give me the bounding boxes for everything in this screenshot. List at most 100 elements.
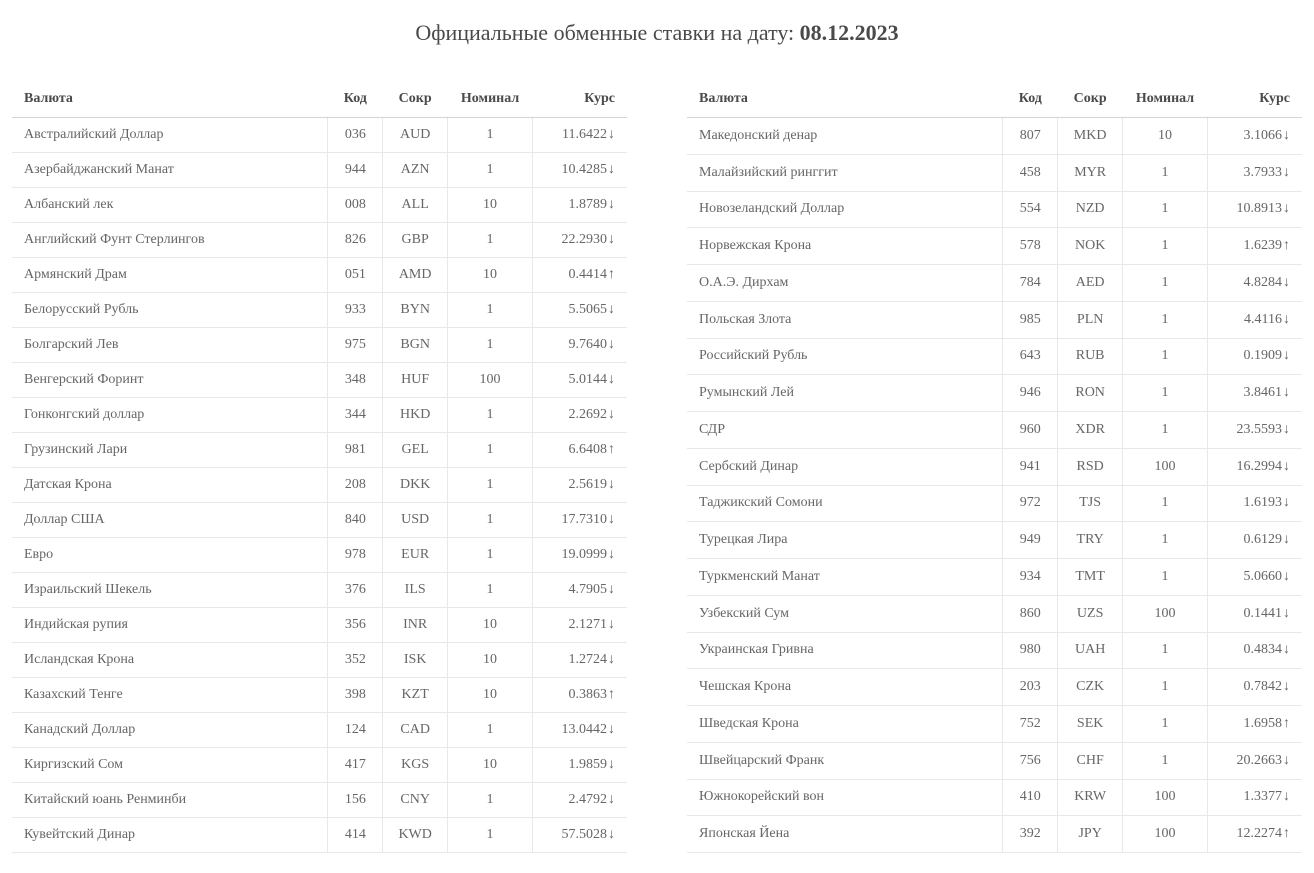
table-row: Турецкая Лира949TRY10.6129↓ [687,522,1302,559]
cell-currency: Датская Крона [12,468,328,503]
cell-nominal: 1 [448,818,533,853]
table-row: Венгерский Форинт348HUF1005.0144↓ [12,363,627,398]
cell-rate: 5.0660↓ [1208,559,1303,596]
cell-abbr: RSD [1058,448,1123,485]
arrow-down-icon: ↓ [608,582,615,598]
cell-currency: Белорусский Рубль [12,293,328,328]
cell-abbr: CNY [383,783,448,818]
arrow-down-icon: ↓ [1283,569,1290,585]
cell-abbr: CHF [1058,742,1123,779]
cell-nominal: 100 [1123,816,1208,853]
cell-currency: Казахский Тенге [12,678,328,713]
cell-currency: Австралийский Доллар [12,118,328,153]
cell-currency: Японская Йена [687,816,1003,853]
table-row: Кувейтский Динар414KWD157.5028↓ [12,818,627,853]
cell-code: 643 [1003,338,1058,375]
table-row: Датская Крона208DKK12.5619↓ [12,468,627,503]
cell-abbr: KGS [383,748,448,783]
cell-rate: 11.6422↓ [533,118,627,153]
cell-currency: Узбекский Сум [687,595,1003,632]
cell-code: 985 [1003,301,1058,338]
cell-nominal: 10 [448,643,533,678]
arrow-down-icon: ↓ [1283,165,1290,181]
cell-rate: 1.6239↑ [1208,228,1303,265]
arrow-down-icon: ↓ [608,302,615,318]
cell-currency: Норвежская Крона [687,228,1003,265]
cell-rate: 23.5593↓ [1208,412,1303,449]
cell-rate: 1.6958↑ [1208,706,1303,743]
cell-currency: Украинская Гривна [687,632,1003,669]
header-nominal: Номинал [1123,81,1208,118]
cell-rate: 1.9859↓ [533,748,627,783]
cell-rate: 10.8913↓ [1208,191,1303,228]
cell-nominal: 10 [448,188,533,223]
arrow-up-icon: ↑ [608,442,615,458]
cell-code: 975 [328,328,383,363]
arrow-down-icon: ↓ [1283,128,1290,144]
table-row: Албанский лек008ALL101.8789↓ [12,188,627,223]
cell-rate: 1.3377↓ [1208,779,1303,816]
arrow-down-icon: ↓ [608,722,615,738]
arrow-down-icon: ↓ [1283,459,1290,475]
cell-rate: 5.5065↓ [533,293,627,328]
arrow-up-icon: ↑ [608,687,615,703]
header-abbr: Сокр [1058,81,1123,118]
cell-nominal: 1 [448,293,533,328]
cell-rate: 0.3863↑ [533,678,627,713]
arrow-down-icon: ↓ [1283,753,1290,769]
rates-table-left: Валюта Код Сокр Номинал Курс Австралийск… [12,81,627,853]
cell-code: 860 [1003,595,1058,632]
cell-currency: Румынский Лей [687,375,1003,412]
title-date: 08.12.2023 [800,20,899,45]
arrow-down-icon: ↓ [608,197,615,213]
table-body-left: Австралийский Доллар036AUD111.6422↓Азерб… [12,118,627,853]
table-row: Гонконгский доллар344HKD12.2692↓ [12,398,627,433]
cell-currency: Грузинский Лари [12,433,328,468]
arrow-down-icon: ↓ [1283,642,1290,658]
arrow-down-icon: ↓ [1283,201,1290,217]
cell-rate: 9.7640↓ [533,328,627,363]
cell-currency: Китайский юань Ренминби [12,783,328,818]
cell-nominal: 1 [448,713,533,748]
cell-rate: 2.2692↓ [533,398,627,433]
cell-code: 203 [1003,669,1058,706]
header-rate: Курс [1208,81,1303,118]
arrow-down-icon: ↓ [608,232,615,248]
cell-rate: 57.5028↓ [533,818,627,853]
cell-currency: О.А.Э. Дирхам [687,265,1003,302]
arrow-down-icon: ↓ [1283,606,1290,622]
cell-nominal: 1 [1123,412,1208,449]
cell-currency: Чешская Крона [687,669,1003,706]
table-row: Швейцарский Франк756CHF120.2663↓ [687,742,1302,779]
cell-abbr: AED [1058,265,1123,302]
cell-currency: Новозеландский Доллар [687,191,1003,228]
arrow-up-icon: ↑ [608,267,615,283]
cell-code: 934 [1003,559,1058,596]
cell-abbr: AMD [383,258,448,293]
arrow-down-icon: ↓ [608,652,615,668]
cell-code: 356 [328,608,383,643]
cell-rate: 3.1066↓ [1208,118,1303,155]
cell-abbr: EUR [383,538,448,573]
cell-code: 944 [328,153,383,188]
table-row: Киргизский Сом417KGS101.9859↓ [12,748,627,783]
arrow-down-icon: ↓ [608,337,615,353]
cell-nominal: 10 [1123,118,1208,155]
cell-currency: СДР [687,412,1003,449]
cell-code: 978 [328,538,383,573]
arrow-down-icon: ↓ [1283,385,1290,401]
table-row: Южнокорейский вон410KRW1001.3377↓ [687,779,1302,816]
cell-abbr: KWD [383,818,448,853]
cell-rate: 3.7933↓ [1208,154,1303,191]
cell-code: 392 [1003,816,1058,853]
arrow-down-icon: ↓ [1283,312,1290,328]
cell-nominal: 1 [448,503,533,538]
header-nominal: Номинал [448,81,533,118]
cell-code: 840 [328,503,383,538]
cell-code: 578 [1003,228,1058,265]
cell-rate: 0.7842↓ [1208,669,1303,706]
cell-currency: Шведская Крона [687,706,1003,743]
cell-abbr: USD [383,503,448,538]
page-title: Официальные обменные ставки на дату: 08.… [0,20,1314,46]
header-currency: Валюта [12,81,328,118]
